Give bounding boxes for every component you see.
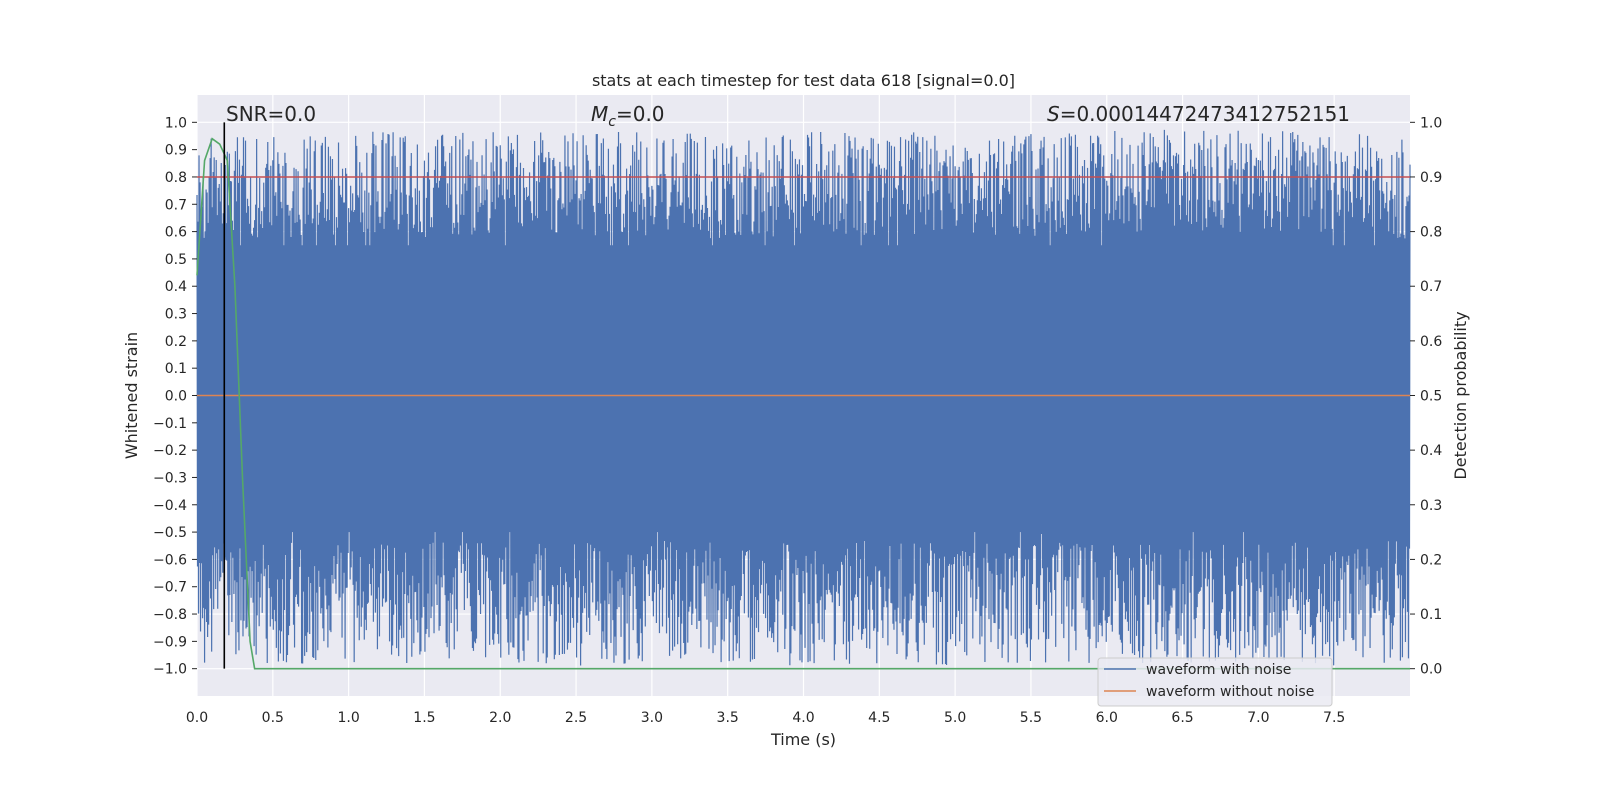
y-right-tick-label: 0.8 (1420, 225, 1442, 241)
series-waveform-with-noise (196, 129, 1411, 666)
annotation-s-symbol: S (1047, 102, 1060, 126)
chart-title: stats at each timestep for test data 618… (592, 71, 1015, 90)
y-left-tick-label: 1.0 (165, 115, 187, 131)
y-left-tick-label: −0.4 (153, 498, 187, 514)
y-left-tick-label: −0.2 (153, 443, 187, 459)
y-left-tick-label: −0.8 (153, 607, 187, 623)
x-axis-label: Time (s) (770, 730, 836, 749)
annotation-chirp-mass-value: =0.0 (616, 102, 665, 126)
x-tick-label: 6.5 (1171, 710, 1193, 726)
y-left-tick-label: −0.1 (153, 416, 187, 432)
x-tick-label: 0.0 (186, 710, 208, 726)
annotation-snr: SNR=0.0 (226, 102, 316, 126)
y-right-tick-label: 0.2 (1420, 552, 1442, 568)
y-left-tick-label: 0.7 (165, 197, 187, 213)
y-right-tick-label: 0.7 (1420, 279, 1442, 295)
x-tick-label: 5.0 (944, 710, 966, 726)
y-left-tick-label: 0.0 (165, 389, 187, 405)
annotation-chirp-mass: Mc=0.0 (591, 102, 665, 130)
waveform-with-noise-line (196, 129, 1411, 666)
x-tick-label: 4.0 (792, 710, 814, 726)
y-left-tick-label: 0.4 (165, 279, 187, 295)
series-lines (196, 122, 1410, 670)
y-left-tick-label: −1.0 (153, 662, 187, 678)
y-axis-left-ticks: 1.0 0.9 0.8 0.7 0.6 0.5 0.4 0.3 0.2 0.1 0.0 −0.1 −0.… (153, 115, 197, 678)
detection-probability-line (196, 137, 1410, 670)
x-tick-label: 7.0 (1247, 710, 1269, 726)
y-left-tick-label: 0.5 (165, 252, 187, 268)
x-tick-label: 3.5 (717, 710, 739, 726)
y-right-tick-label: 0.5 (1420, 389, 1442, 405)
x-tick-label: 4.5 (868, 710, 890, 726)
y-axis-left-label: Whitened strain (122, 332, 141, 459)
y-right-tick-label: 0.6 (1420, 334, 1442, 350)
annotation-chirp-mass-subscript: c (608, 114, 616, 130)
x-axis-ticks: 0.0 0.5 1.0 1.5 2.0 2.5 3.0 3.5 4.0 4.5 5.0 5.5 6.0 6… (186, 710, 1345, 726)
x-tick-label: 7.5 (1323, 710, 1345, 726)
y-right-tick-label: 0.9 (1420, 170, 1442, 186)
y-right-tick-label: 0.4 (1420, 443, 1442, 459)
legend: waveform with noise waveform without noi… (1097, 657, 1333, 707)
y-left-tick-label: −0.3 (153, 470, 187, 486)
legend-label-waveform-with-noise: waveform with noise (1146, 662, 1291, 678)
y-axis-right-ticks: 1.0 0.9 0.8 0.7 0.6 0.5 0.4 0.3 0.2 0.1 0.0 (1410, 115, 1442, 678)
legend-label-waveform-without-noise: waveform without noise (1146, 684, 1314, 700)
x-tick-label: 2.5 (565, 710, 587, 726)
y-left-tick-label: 0.3 (165, 307, 187, 323)
y-left-tick-label: −0.7 (153, 580, 187, 596)
y-right-tick-label: 0.3 (1420, 498, 1442, 514)
x-tick-label: 1.5 (413, 710, 435, 726)
y-right-tick-label: 0.1 (1420, 607, 1442, 623)
y-left-tick-label: 0.8 (165, 170, 187, 186)
x-tick-label: 0.5 (262, 710, 284, 726)
annotation-chirp-mass-symbol: M (591, 102, 608, 126)
x-tick-label: 6.0 (1096, 710, 1118, 726)
y-left-tick-label: 0.2 (165, 334, 187, 350)
y-left-tick-label: 0.6 (165, 225, 187, 241)
waveform-with-noise-fill (197, 245, 1410, 533)
legend-box (1097, 657, 1333, 707)
x-tick-label: 3.0 (641, 710, 663, 726)
annotation-s-value: =0.00014472473412752151 (1060, 102, 1350, 126)
y-right-tick-label: 1.0 (1420, 115, 1442, 131)
annotation-s: S=0.00014472473412752151 (1047, 102, 1350, 126)
y-left-tick-label: −0.5 (153, 525, 187, 541)
x-tick-label: 1.0 (337, 710, 359, 726)
y-left-tick-label: −0.9 (153, 634, 187, 650)
y-axis-right-label: Detection probability (1451, 311, 1470, 479)
y-right-tick-label: 0.0 (1420, 662, 1442, 678)
y-left-tick-label: 0.1 (165, 361, 187, 377)
y-left-tick-label: 0.9 (165, 143, 187, 159)
x-tick-label: 5.5 (1020, 710, 1042, 726)
x-tick-label: 2.0 (489, 710, 511, 726)
y-left-tick-label: −0.6 (153, 552, 187, 568)
